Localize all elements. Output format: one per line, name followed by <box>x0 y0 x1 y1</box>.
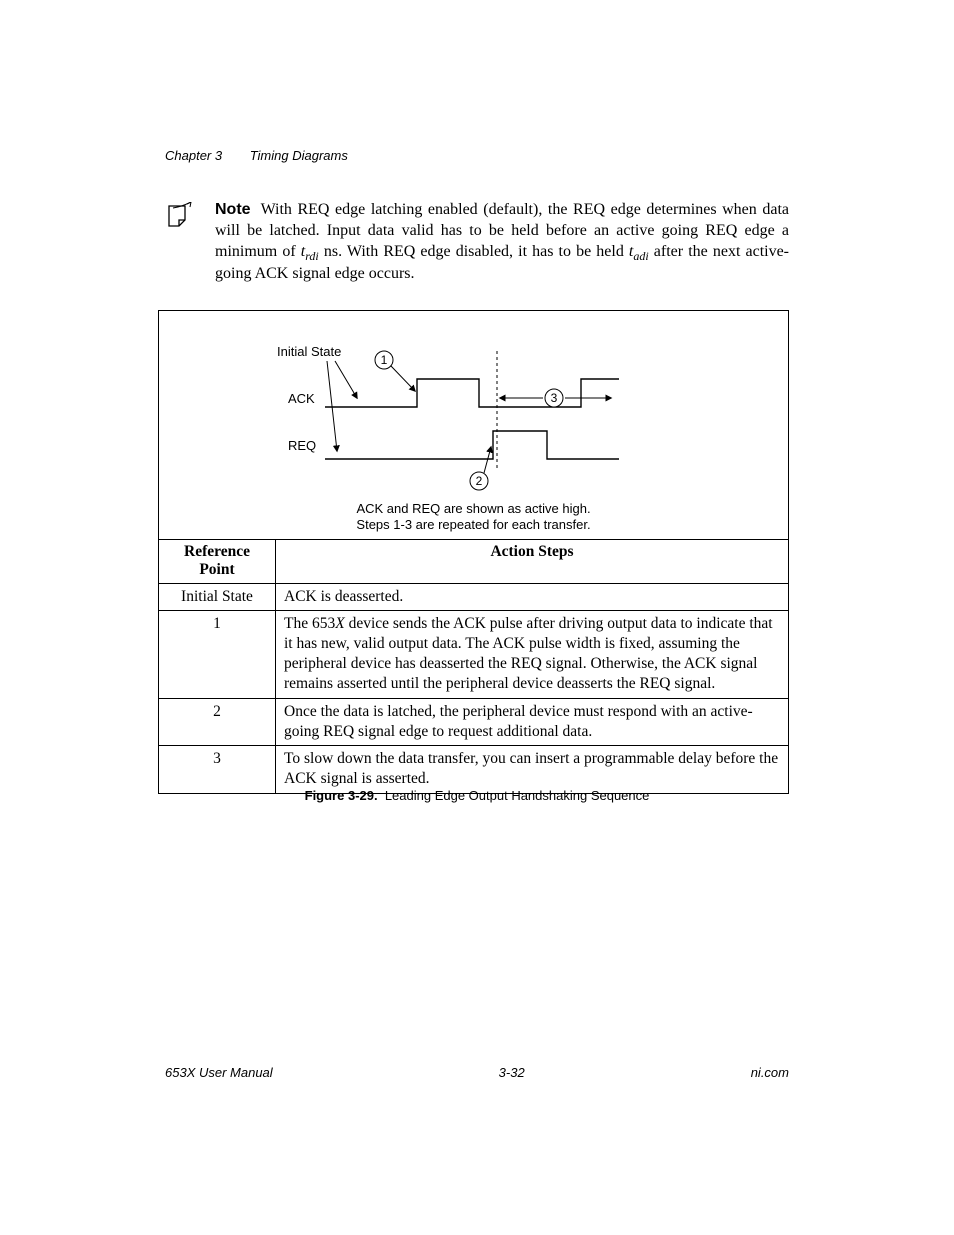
table-header-row: Reference Point Action Steps <box>159 540 788 583</box>
note-p2: ns. With REQ edge disabled, it has to be… <box>319 243 629 260</box>
ref-cell: 2 <box>159 698 276 746</box>
diag-caption-line2: Steps 1-3 are repeated for each transfer… <box>159 517 788 533</box>
table-row: 1 The 653X device sends the ACK pulse af… <box>159 611 788 698</box>
table-header-reference: Reference Point <box>159 540 276 583</box>
svg-text:3: 3 <box>551 391 558 405</box>
action-steps-table: Reference Point Action Steps Initial Sta… <box>159 540 788 793</box>
figure-caption-bold: Figure 3-29. <box>305 788 378 803</box>
note-t-adi-sub: adi <box>633 249 648 263</box>
footer-right: ni.com <box>751 1065 789 1080</box>
action-cell: Once the data is latched, the peripheral… <box>276 698 789 746</box>
timing-diagram-svg: 1 3 2 <box>159 311 789 491</box>
figure-caption-rest: Leading Edge Output Handshaking Sequence <box>385 788 650 803</box>
table-row: 3 To slow down the data transfer, you ca… <box>159 746 788 793</box>
th-ref-l1: Reference <box>184 543 250 560</box>
svg-text:1: 1 <box>381 353 388 367</box>
table-row: 2 Once the data is latched, the peripher… <box>159 698 788 746</box>
note-block: NoteWith REQ edge latching enabled (defa… <box>165 200 789 285</box>
footer-center: 3-32 <box>499 1065 525 1080</box>
figure-caption: Figure 3-29. Leading Edge Output Handsha… <box>0 788 954 803</box>
svg-text:2: 2 <box>476 474 483 488</box>
note-text: NoteWith REQ edge latching enabled (defa… <box>215 200 789 285</box>
footer-left: 653X User Manual <box>165 1065 273 1080</box>
note-label: Note <box>215 201 251 218</box>
action-cell: ACK is deasserted. <box>276 583 789 611</box>
note-icon <box>165 202 197 235</box>
page-header: Chapter 3 Timing Diagrams <box>165 148 348 163</box>
timing-diagram: Initial State ACK REQ 1 <box>159 311 788 540</box>
page: Chapter 3 Timing Diagrams NoteWith REQ e… <box>0 0 954 1235</box>
ref-cell: 3 <box>159 746 276 793</box>
ref-cell: Initial State <box>159 583 276 611</box>
header-chapter: Chapter 3 <box>165 148 222 163</box>
figure-box: Initial State ACK REQ 1 <box>158 310 789 794</box>
diag-caption: ACK and REQ are shown as active high. St… <box>159 501 788 534</box>
th-ref-l2: Point <box>199 561 234 578</box>
action-cell: The 653X device sends the ACK pulse afte… <box>276 611 789 698</box>
note-t-rdi-sub: rdi <box>305 249 319 263</box>
header-title: Timing Diagrams <box>250 148 348 163</box>
action-cell: To slow down the data transfer, you can … <box>276 746 789 793</box>
ref-cell: 1 <box>159 611 276 698</box>
page-footer: 653X User Manual 3-32 ni.com <box>165 1065 789 1080</box>
diag-caption-line1: ACK and REQ are shown as active high. <box>159 501 788 517</box>
table-header-action: Action Steps <box>276 540 789 583</box>
table-row: Initial State ACK is deasserted. <box>159 583 788 611</box>
